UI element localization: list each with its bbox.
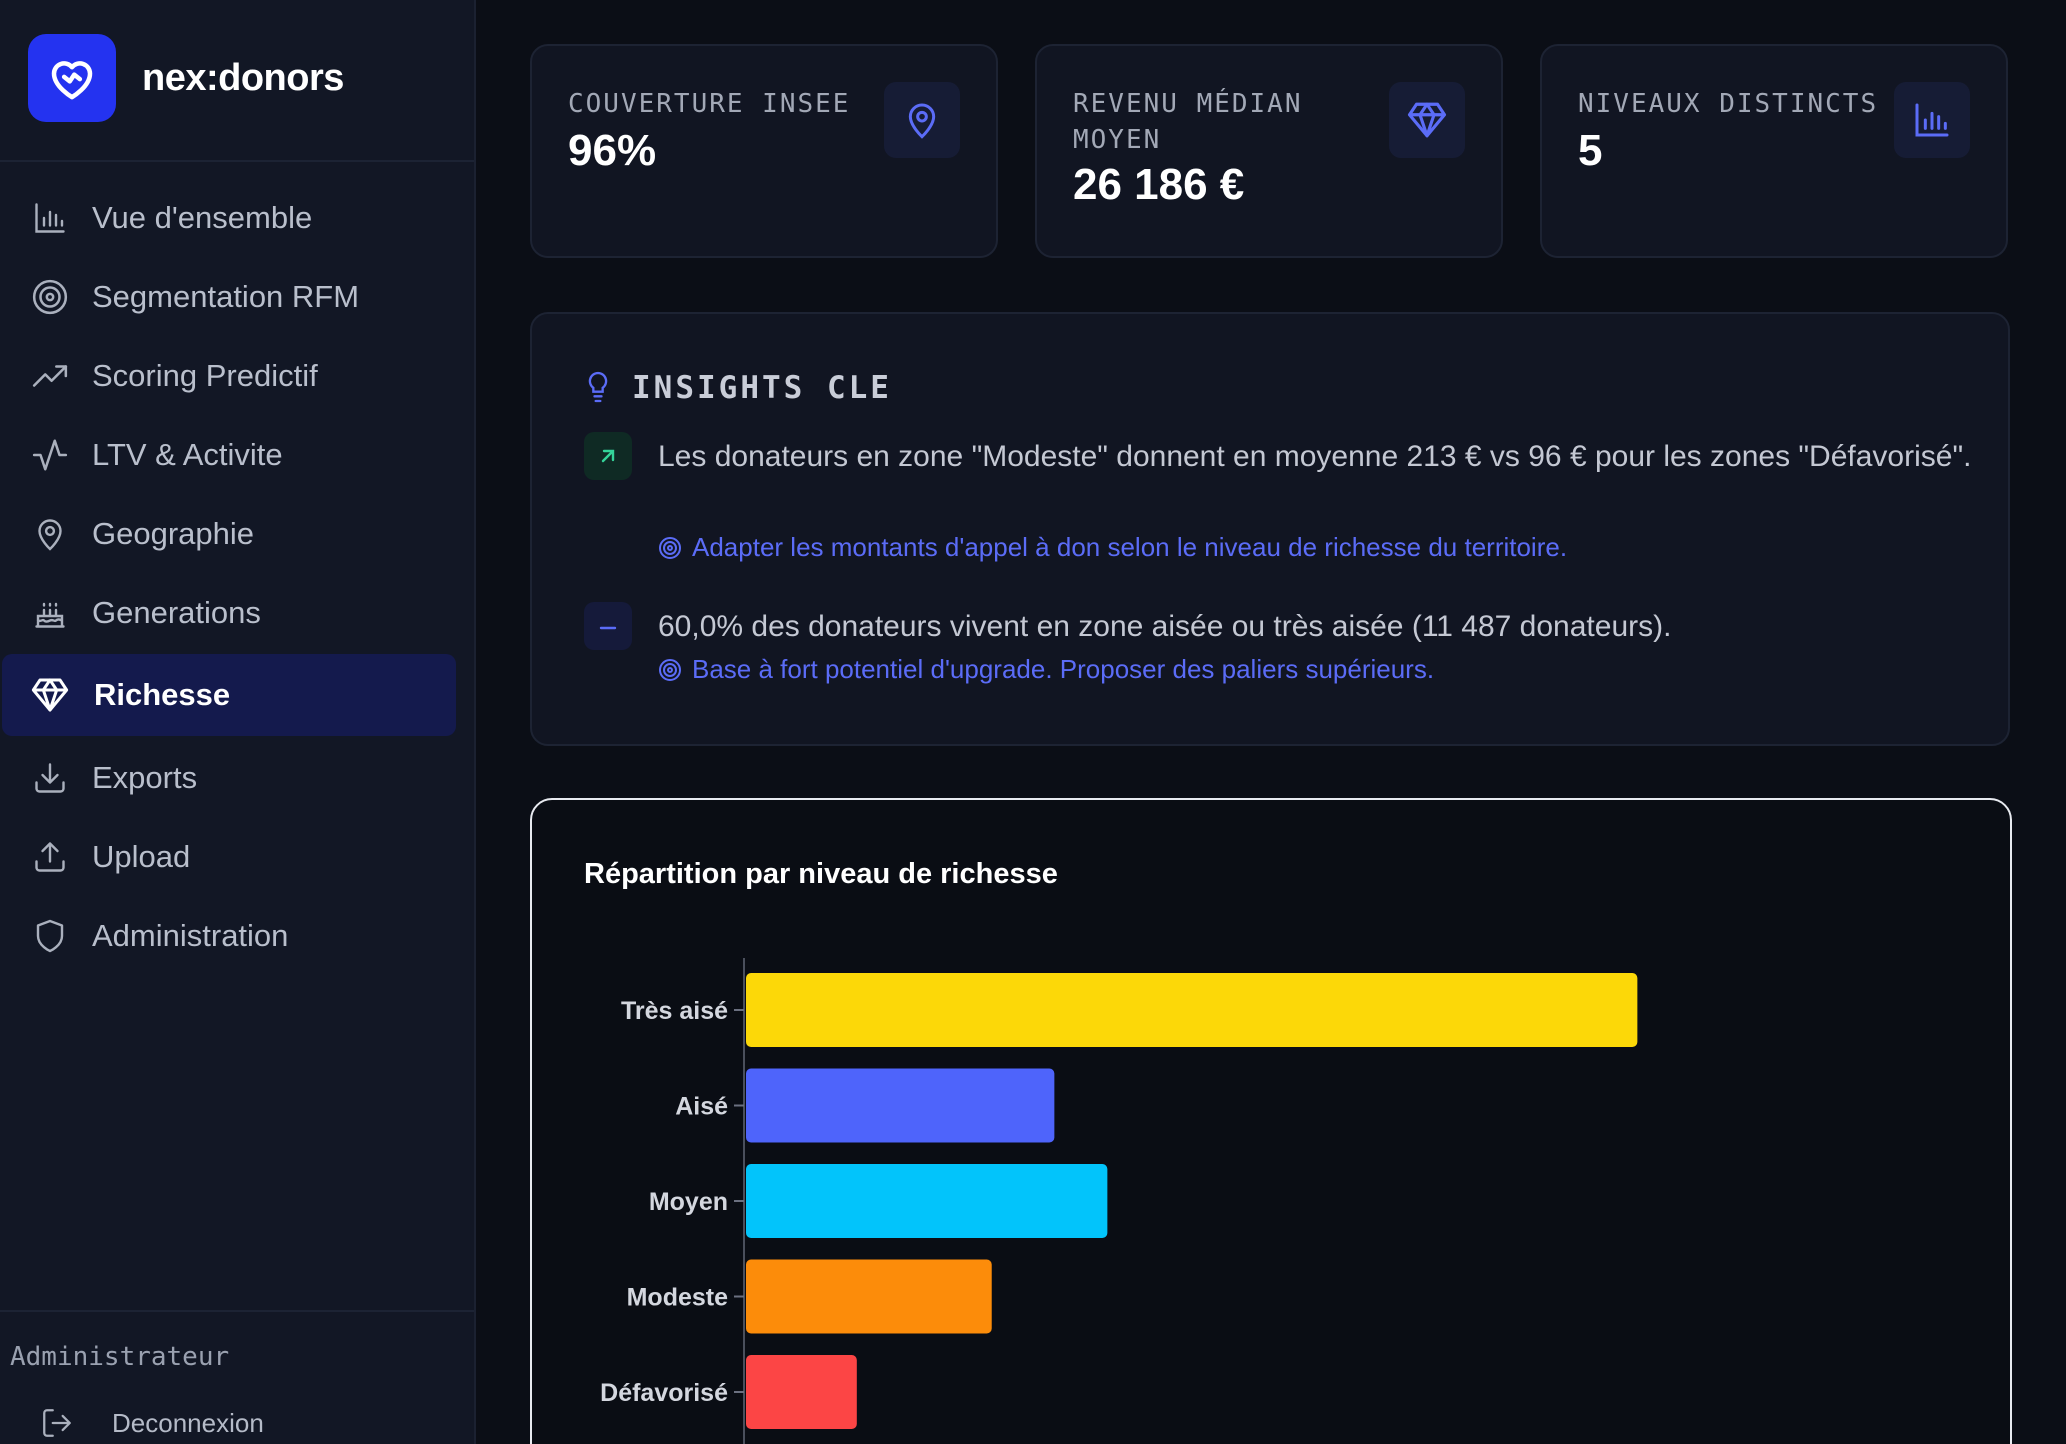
brand[interactable]: nex:donors <box>0 0 474 162</box>
sidebar-item-label: Vue d'ensemble <box>92 199 313 235</box>
sidebar-item-ltv-activite[interactable]: LTV & Activite <box>2 415 472 494</box>
map-pin-icon <box>884 82 960 158</box>
sidebar-item-richesse[interactable]: Richesse <box>2 654 456 736</box>
wealth-chart-card: Répartition par niveau de richesse Très … <box>530 798 2012 1444</box>
sidebar-nav: Vue d'ensemble Segmentation RFM Scoring … <box>0 162 474 975</box>
target-icon <box>30 277 70 317</box>
sidebar-footer: Administrateur Deconnexion <box>0 1310 474 1444</box>
bar-3[interactable] <box>746 1259 992 1334</box>
y-tick-label: Défavorisé <box>600 1379 728 1407</box>
chart-title: Répartition par niveau de richesse <box>584 858 1058 890</box>
sidebar-item-administration[interactable]: Administration <box>2 896 472 975</box>
sidebar-item-geographie[interactable]: Geographie <box>2 494 472 573</box>
wealth-bar-chart: Très aisé Aisé Moyen Modeste Défavorisé <box>600 958 1638 1444</box>
y-tick-label: Très aisé <box>621 997 728 1025</box>
sidebar-item-label: Geographie <box>92 515 255 551</box>
sidebar-item-generations[interactable]: Generations <box>2 573 472 652</box>
sidebar-item-label: Generations <box>92 594 261 630</box>
sidebar-item-label: Upload <box>92 838 191 874</box>
sidebar-item-label: Richesse <box>94 677 231 712</box>
kpi-card-niveaux: NIVEAUX DISTINCTS 5 <box>1540 44 2008 258</box>
arrow-up-right-icon <box>584 432 632 480</box>
insight-text: Les donateurs en zone "Modeste" donnent … <box>658 440 1972 473</box>
download-icon <box>30 758 70 798</box>
kpi-value: 26 186 € <box>1073 160 1245 209</box>
lightbulb-icon <box>584 370 614 406</box>
kpi-label: REVENU MÉDIAN MOYEN <box>1073 89 1303 155</box>
sidebar-item-label: Exports <box>92 759 198 795</box>
sidebar-item-exports[interactable]: Exports <box>2 738 472 817</box>
shield-icon <box>30 916 70 956</box>
kpi-value: 5 <box>1578 126 1603 175</box>
user-role: Administrateur <box>10 1342 230 1372</box>
sidebar-item-upload[interactable]: Upload <box>2 817 472 896</box>
logout-button[interactable]: Deconnexion <box>40 1406 264 1440</box>
heart-logo-icon <box>28 34 116 122</box>
y-tick-label: Aisé <box>675 1093 728 1121</box>
sidebar-item-label: Segmentation RFM <box>92 278 360 314</box>
insight-action-label: Adapter les montants d'appel à don selon… <box>692 532 1568 562</box>
insight-action-label: Base à fort potentiel d'upgrade. Propose… <box>692 654 1435 684</box>
upload-icon <box>30 837 70 877</box>
y-tick-label: Moyen <box>649 1188 728 1216</box>
insight-action[interactable]: Adapter les montants d'appel à don selon… <box>658 532 1567 563</box>
kpi-value: 96% <box>568 126 657 175</box>
bar-2[interactable] <box>746 1164 1108 1238</box>
trending-up-icon <box>30 356 70 396</box>
sidebar: nex:donors Vue d'ensemble Segmentation R… <box>0 0 476 1444</box>
sidebar-item-label: Scoring Predictif <box>92 357 318 393</box>
logout-label: Deconnexion <box>112 1407 264 1438</box>
kpi-label: COUVERTURE INSEE <box>568 89 851 119</box>
diamond-icon <box>1389 82 1465 158</box>
bar-1[interactable] <box>746 1068 1055 1143</box>
insight-action[interactable]: Base à fort potentiel d'upgrade. Propose… <box>658 654 1434 685</box>
kpi-label: NIVEAUX DISTINCTS <box>1578 89 1879 119</box>
sidebar-item-segmentation-rfm[interactable]: Segmentation RFM <box>2 257 472 336</box>
bar-0[interactable] <box>746 973 1638 1047</box>
target-icon <box>658 536 682 560</box>
insights-header: INSIGHTS CLE <box>584 370 892 406</box>
brand-name: nex:donors <box>142 56 344 99</box>
target-icon <box>658 658 682 682</box>
sidebar-item-label: LTV & Activite <box>92 436 283 472</box>
map-pin-icon <box>30 514 70 554</box>
bar-chart-icon <box>30 198 70 238</box>
sidebar-item-label: Administration <box>92 917 289 953</box>
kpi-card-couverture: COUVERTURE INSEE 96% <box>530 44 998 258</box>
bar-chart-icon <box>1894 82 1970 158</box>
diamond-icon <box>30 675 70 715</box>
main-content: COUVERTURE INSEE 96% REVENU MÉDIAN MOYEN… <box>478 0 2066 1444</box>
insights-title: INSIGHTS CLE <box>632 370 892 406</box>
insight-text: 60,0% des donateurs vivent en zone aisée… <box>658 610 1672 643</box>
cake-icon <box>30 593 70 633</box>
logout-icon <box>40 1406 74 1440</box>
bar-4[interactable] <box>746 1355 857 1429</box>
y-tick-label: Modeste <box>627 1284 729 1312</box>
sidebar-item-scoring-predictif[interactable]: Scoring Predictif <box>2 336 472 415</box>
insights-panel: INSIGHTS CLE Les donateurs en zone "Mode… <box>530 312 2010 746</box>
sidebar-item-vue-ensemble[interactable]: Vue d'ensemble <box>2 178 472 257</box>
activity-icon <box>30 435 70 475</box>
kpi-card-revenu: REVENU MÉDIAN MOYEN 26 186 € <box>1035 44 1503 258</box>
minus-icon <box>584 602 632 650</box>
